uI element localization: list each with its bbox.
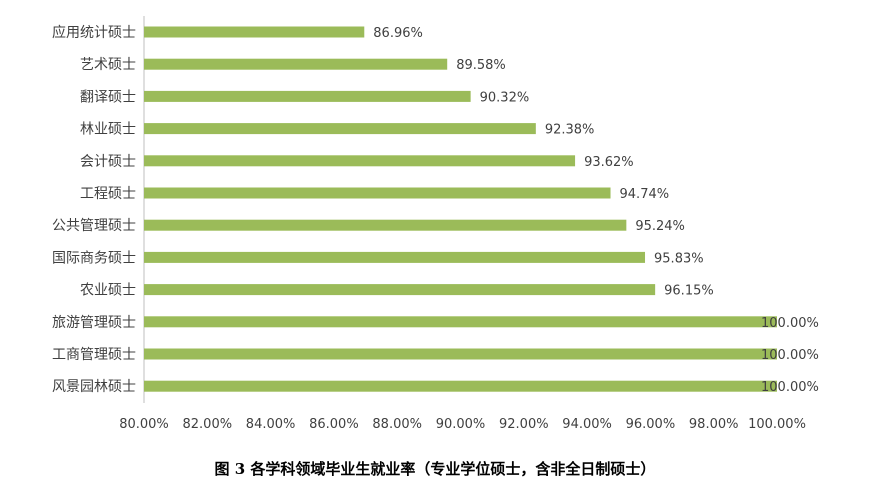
data-label-7: 95.83% xyxy=(654,251,704,266)
bar-9 xyxy=(144,316,777,328)
x-tick-label-7: 94.00% xyxy=(562,417,612,432)
bar-11 xyxy=(144,380,777,392)
data-label-5: 94.74% xyxy=(620,187,670,202)
data-label-2: 90.32% xyxy=(480,90,530,105)
category-labels: 应用统计硕士艺术硕士翻译硕士林业硕士会计硕士工程硕士公共管理硕士国际商务硕士农业… xyxy=(52,24,136,395)
bar-4 xyxy=(144,155,576,167)
x-tick-label-4: 88.00% xyxy=(372,417,422,432)
category-label-0: 应用统计硕士 xyxy=(52,24,136,41)
x-tick-label-6: 92.00% xyxy=(499,417,549,432)
bar-8 xyxy=(144,284,656,296)
x-tick-label-9: 98.00% xyxy=(689,417,739,432)
x-tick-label-10: 100.00% xyxy=(748,417,806,432)
data-label-11: 100.00% xyxy=(761,380,819,395)
bar-1 xyxy=(144,58,448,70)
category-label-4: 会计硕士 xyxy=(80,154,136,170)
category-label-6: 公共管理硕士 xyxy=(52,218,136,234)
x-tick-label-3: 86.00% xyxy=(309,417,359,432)
x-tick-label-0: 80.00% xyxy=(119,417,169,432)
bars-group xyxy=(144,26,777,392)
x-tick-label-2: 84.00% xyxy=(246,417,296,432)
category-label-10: 工商管理硕士 xyxy=(52,347,136,363)
data-label-9: 100.00% xyxy=(761,316,819,331)
bar-2 xyxy=(144,90,471,102)
category-label-2: 翻译硕士 xyxy=(80,89,136,105)
bar-7 xyxy=(144,251,646,263)
bar-0 xyxy=(144,26,365,38)
category-label-9: 旅游管理硕士 xyxy=(52,315,136,331)
category-label-3: 林业硕士 xyxy=(80,122,136,138)
category-label-5: 工程硕士 xyxy=(80,186,136,202)
bar-3 xyxy=(144,123,536,135)
x-tick-label-8: 96.00% xyxy=(626,417,676,432)
category-label-8: 农业硕士 xyxy=(80,283,136,299)
data-label-3: 92.38% xyxy=(545,123,595,138)
x-tick-label-5: 90.00% xyxy=(436,417,486,432)
data-label-1: 89.58% xyxy=(456,58,506,73)
category-label-7: 国际商务硕士 xyxy=(52,250,136,266)
data-labels: 86.96% 89.58% 90.32% 92.38% 93.62% 94.74% 95.2… xyxy=(373,26,819,395)
x-tick-label-1: 82.00% xyxy=(183,417,233,432)
figure-caption: 图 3 各学科领域毕业生就业率（专业学位硕士，含非全日制硕士） xyxy=(214,460,656,478)
bar-10 xyxy=(144,348,777,360)
x-axis-tick-labels: 80.00% 82.00% 84.00% 86.00% 88.00% 90.00% 92.0… xyxy=(119,417,806,432)
data-label-6: 95.24% xyxy=(635,219,685,234)
data-label-4: 93.62% xyxy=(584,155,634,170)
bar-6 xyxy=(144,219,627,231)
category-label-1: 艺术硕士 xyxy=(80,57,136,73)
data-label-8: 96.15% xyxy=(664,284,714,299)
bar-5 xyxy=(144,187,611,199)
data-label-0: 86.96% xyxy=(373,26,423,41)
category-label-11: 风景园林硕士 xyxy=(52,379,136,395)
data-label-10: 100.00% xyxy=(761,348,819,363)
